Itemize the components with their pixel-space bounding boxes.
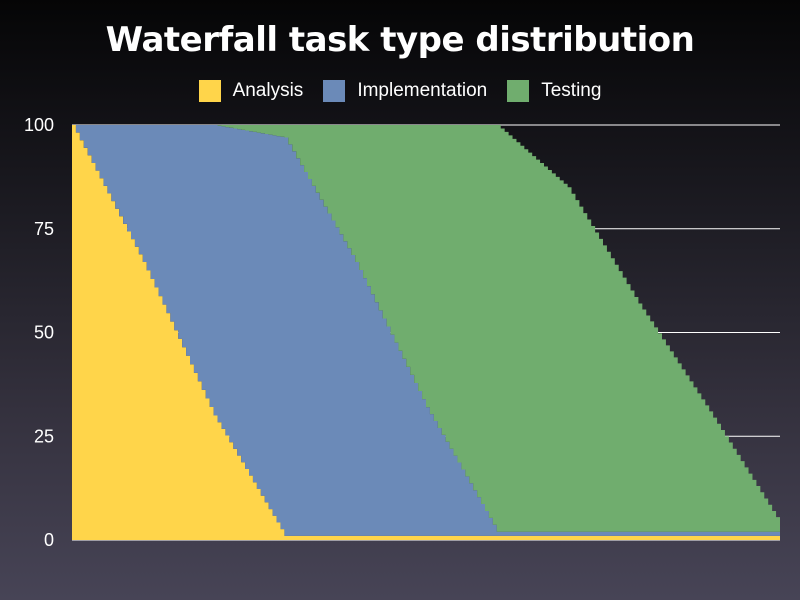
chart-title: Waterfall task type distribution bbox=[105, 20, 695, 60]
legend-label-analysis: Analysis bbox=[232, 80, 304, 101]
legend: Analysis Implementation Testing bbox=[0, 80, 800, 102]
y-tick-label-25: 25 bbox=[34, 426, 54, 446]
legend-swatch-testing bbox=[507, 80, 530, 102]
legend-swatch-analysis bbox=[198, 80, 221, 102]
y-tick-label-100: 100 bbox=[24, 115, 54, 135]
legend-label-testing: Testing bbox=[541, 80, 602, 101]
legend-swatch-implementation bbox=[323, 80, 346, 102]
area-series-analysis bbox=[72, 125, 780, 540]
legend-item-testing[interactable]: Testing bbox=[507, 80, 601, 102]
legend-item-analysis[interactable]: Analysis bbox=[198, 80, 304, 102]
area-series-testing bbox=[72, 125, 780, 532]
legend-item-implementation[interactable]: Implementation bbox=[323, 80, 487, 102]
legend-label-implementation: Implementation bbox=[357, 80, 488, 101]
y-tick-label-50: 50 bbox=[34, 323, 54, 343]
y-tick-label-0: 0 bbox=[44, 530, 54, 550]
y-tick-label-75: 75 bbox=[34, 219, 54, 239]
area-series-implementation bbox=[72, 125, 780, 536]
